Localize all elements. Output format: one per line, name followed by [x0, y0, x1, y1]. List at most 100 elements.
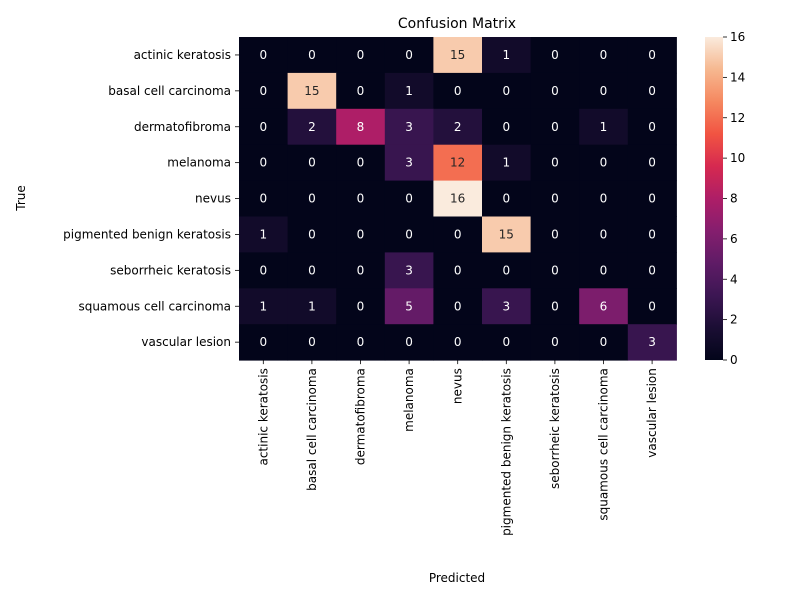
- cell-value-label: 0: [357, 84, 365, 98]
- cell-value-label: 0: [600, 156, 608, 170]
- heatmap-cell: [287, 324, 337, 361]
- x-axis-ticks: actinic keratosis basal cell carcinoma der…: [256, 360, 659, 536]
- heatmap-cell: [336, 252, 386, 289]
- heatmap-cell: [482, 288, 532, 325]
- cell-value-label: 0: [502, 84, 510, 98]
- cell-value-label: 0: [648, 48, 656, 62]
- cell-value-label: 0: [551, 227, 559, 241]
- colorbar: [705, 37, 723, 360]
- heatmap-cell: [579, 288, 629, 325]
- heatmap-cell: [433, 216, 483, 253]
- cell-value-label: 1: [259, 299, 267, 313]
- heatmap-cell: [579, 180, 629, 217]
- heatmap-cell: [433, 108, 483, 146]
- cell-value-label: 0: [551, 156, 559, 170]
- cell-value-label: 15: [450, 48, 465, 62]
- cell-value-label: 0: [648, 299, 656, 313]
- heatmap-cell: [579, 144, 629, 182]
- heatmap-cell: [433, 288, 483, 325]
- cell-value-label: 0: [502, 263, 510, 277]
- cell-value-label: 0: [357, 263, 365, 277]
- heatmap-cell: [627, 108, 677, 146]
- cell-value-label: 0: [648, 84, 656, 98]
- colorbar-tick-label: 10: [730, 151, 745, 165]
- heatmap-cell: [482, 144, 532, 182]
- x-tick-label: pigmented benign keratosis: [499, 368, 513, 536]
- heatmap-cell: [579, 324, 629, 361]
- y-axis-label: True: [14, 185, 28, 212]
- colorbar-tick-label: 16: [730, 30, 745, 44]
- heatmap-cell: [239, 252, 289, 289]
- cell-value-label: 0: [600, 263, 608, 277]
- heatmap-cell: [287, 144, 337, 182]
- heatmap-cell: [579, 37, 629, 74]
- cell-value-label: 0: [502, 335, 510, 349]
- heatmap-cell: [287, 72, 337, 110]
- cell-value-label: 0: [405, 48, 413, 62]
- colorbar-tick-label: 8: [730, 192, 738, 206]
- heatmap-cell: [239, 180, 289, 217]
- y-tick-label: squamous cell carcinoma: [78, 299, 231, 313]
- heatmap-cell: [482, 72, 532, 110]
- y-tick-label: melanoma: [167, 156, 231, 170]
- heatmap-cell: [433, 324, 483, 361]
- cell-value-label: 0: [357, 192, 365, 206]
- heatmap-cell: [239, 144, 289, 182]
- heatmap-cell: [530, 180, 580, 217]
- cell-value-label: 0: [357, 156, 365, 170]
- cell-value-label: 1: [405, 84, 413, 98]
- colorbar-tick-label: 12: [730, 111, 745, 125]
- cell-value-label: 8: [357, 120, 365, 134]
- heatmap-cell: [530, 216, 580, 253]
- cell-value-label: 16: [450, 192, 465, 206]
- cell-value-label: 0: [405, 227, 413, 241]
- cell-value-label: 1: [600, 120, 608, 134]
- cell-value-label: 3: [405, 263, 413, 277]
- x-tick-label: dermatofibroma: [354, 368, 368, 465]
- heatmap-cell: [384, 108, 434, 146]
- colorbar-tick-label: 4: [730, 272, 738, 286]
- heatmap-cell: [336, 144, 386, 182]
- heatmap-cell: [579, 252, 629, 289]
- heatmap-cell: [433, 252, 483, 289]
- cell-value-label: 0: [454, 299, 462, 313]
- cell-value-label: 1: [259, 227, 267, 241]
- y-tick-label: pigmented benign keratosis: [63, 227, 231, 241]
- cell-value-label: 0: [648, 263, 656, 277]
- chart-title: Confusion Matrix: [398, 16, 516, 32]
- cell-value-label: 0: [648, 227, 656, 241]
- cell-value-label: 0: [600, 192, 608, 206]
- x-tick-label: squamous cell carcinoma: [597, 368, 611, 521]
- heatmap-cell: [287, 180, 337, 217]
- cell-value-label: 15: [304, 84, 319, 98]
- x-tick-label: nevus: [451, 368, 465, 404]
- cell-value-label: 0: [454, 227, 462, 241]
- cell-value-label: 0: [259, 192, 267, 206]
- cell-value-label: 0: [259, 263, 267, 277]
- cell-value-label: 0: [259, 156, 267, 170]
- cell-value-label: 0: [357, 335, 365, 349]
- heatmap-cell: [530, 108, 580, 146]
- cell-value-label: 3: [405, 156, 413, 170]
- heatmap-cell: [530, 252, 580, 289]
- heatmap-cell: [482, 180, 532, 217]
- heatmap-cell: [384, 37, 434, 74]
- cell-value-label: 0: [600, 84, 608, 98]
- heatmap-cell: [579, 72, 629, 110]
- cell-value-label: 0: [405, 192, 413, 206]
- cell-value-label: 0: [259, 84, 267, 98]
- heatmap-cell: [627, 252, 677, 289]
- cell-value-label: 1: [308, 299, 316, 313]
- cell-value-label: 1: [502, 156, 510, 170]
- heatmap-cell: [384, 72, 434, 110]
- cell-value-label: 0: [502, 192, 510, 206]
- cell-value-label: 12: [450, 156, 465, 170]
- y-tick-label: seborrheic keratosis: [110, 263, 231, 277]
- cell-value-label: 0: [454, 263, 462, 277]
- heatmap-cell: [579, 216, 629, 253]
- cell-value-label: 0: [551, 263, 559, 277]
- y-tick-label: vascular lesion: [141, 335, 231, 349]
- heatmap-cell: [239, 324, 289, 361]
- heatmap-cell: [530, 324, 580, 361]
- cell-value-label: 0: [308, 227, 316, 241]
